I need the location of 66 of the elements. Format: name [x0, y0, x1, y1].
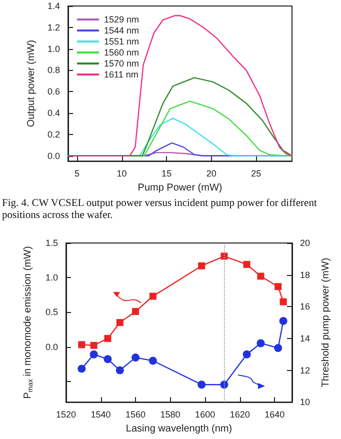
point [104, 334, 112, 342]
x-tick-label: 1640 [264, 410, 285, 420]
y-tick-label: 0.2 [47, 129, 60, 140]
point [256, 339, 265, 348]
legend-label: 1560 nm [104, 48, 140, 58]
point [198, 262, 206, 270]
point [90, 342, 98, 349]
y2-tick-label: 16 [300, 302, 310, 312]
point [220, 380, 228, 389]
point [104, 355, 112, 364]
y2-tick-label: 20 [300, 238, 310, 248]
x-tick-label: 10 [116, 168, 127, 179]
point [280, 298, 287, 306]
point [198, 380, 206, 389]
y2-tick-label: 10 [300, 397, 310, 408]
point [78, 341, 86, 348]
y-tick-label: 1.0 [45, 272, 58, 283]
caption: Fig. 4. CW VCSEL output power versus incident pump power for different positions across the wafer. [2, 198, 318, 222]
y-tick-label: 1.5 [45, 238, 58, 248]
x-tick-label: 1560 [126, 410, 146, 420]
x-tick-label: 1520 [56, 410, 76, 420]
point [132, 308, 140, 315]
y-tick-label: 0.4 [47, 108, 60, 118]
x-tick-label: 25 [251, 168, 262, 179]
x-tick-label: 15 [162, 168, 172, 179]
y2-tick-label: 18 [300, 270, 310, 280]
y-tick-label: 0.6 [47, 86, 60, 97]
legend-label: 1544 nm [104, 26, 140, 36]
legend-label: 1551 nm [104, 36, 140, 46]
point [279, 316, 288, 325]
point [274, 344, 282, 352]
y-tick-label: 1.0 [47, 44, 60, 54]
legend-label: 1570 nm [104, 58, 140, 68]
point [220, 252, 228, 260]
point [274, 283, 282, 290]
y-tick-label: 0.0 [45, 342, 58, 352]
legend-label: 1529 nm [104, 14, 140, 24]
x-tick-label: 1540 [90, 410, 111, 420]
y2-tick-label: 14 [300, 333, 310, 344]
x-tick-label: 5 [74, 168, 80, 179]
point [257, 272, 264, 280]
point [149, 292, 156, 300]
y-tick-label: 1.2 [47, 22, 60, 32]
y2-tick-label: 12 [300, 365, 310, 376]
y2-axis-title: Threshold pump power (mW) [320, 258, 332, 388]
point [148, 356, 157, 365]
point [90, 350, 98, 358]
y-tick-label: 1.4 [47, 1, 60, 11]
line-series [67, 15, 293, 156]
x-tick-label: 1620 [230, 410, 250, 420]
x-tick-label: 20 [206, 168, 216, 179]
point [116, 366, 124, 374]
point [78, 364, 86, 373]
y-tick-label: 0.5 [45, 307, 58, 318]
point [242, 350, 251, 358]
y-tick-label: 0.8 [47, 65, 60, 76]
point [116, 319, 124, 326]
x-axis-title: Pump Power (mW) [138, 182, 222, 194]
legend-label: 1611 nm [104, 70, 138, 80]
point [243, 260, 250, 268]
point [132, 354, 140, 362]
x-axis-title: Lasing wavelength (nm) [126, 424, 232, 434]
x-tick-label: 1580 [160, 410, 180, 420]
y-axis-title: Output power (mW) [26, 40, 38, 128]
x-tick-label: 1600 [195, 410, 216, 420]
y-tick-label: 0.0 [47, 150, 60, 161]
